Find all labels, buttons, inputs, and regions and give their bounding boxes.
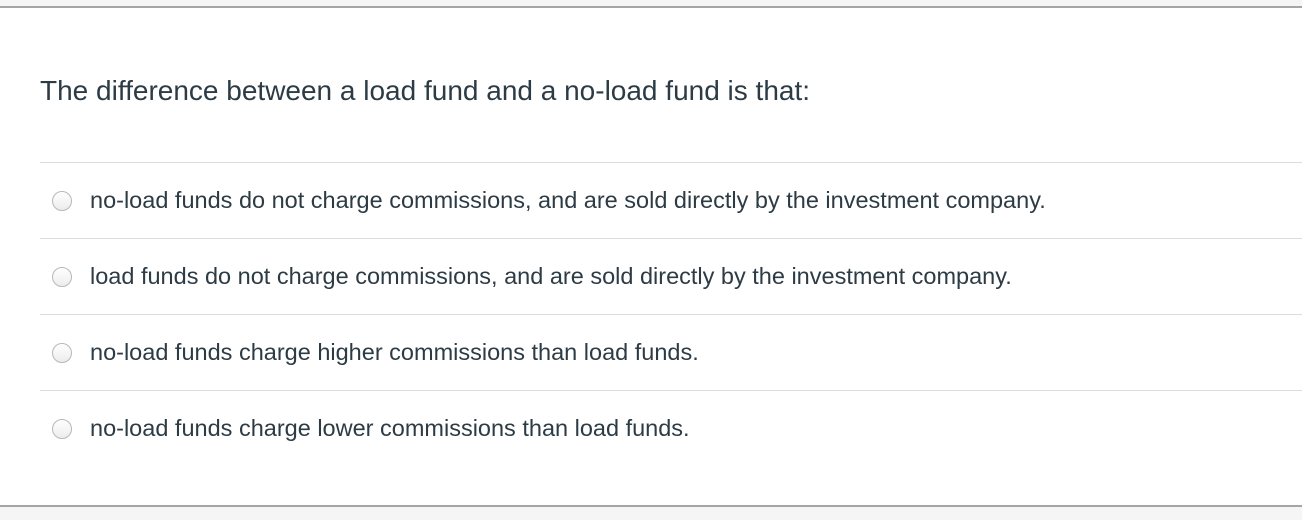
answer-label[interactable]: no-load funds do not charge commissions,… <box>90 187 1046 213</box>
radio-button[interactable] <box>52 266 72 287</box>
answer-option[interactable]: load funds do not charge commissions, an… <box>40 238 1302 314</box>
answer-option[interactable]: no-load funds do not charge commissions,… <box>40 162 1302 238</box>
answer-label[interactable]: no-load funds charge lower commissions t… <box>90 415 690 441</box>
answer-label[interactable]: no-load funds charge higher commissions … <box>90 339 699 365</box>
answer-label[interactable]: load funds do not charge commissions, an… <box>90 263 1012 289</box>
question-text: The difference between a load fund and a… <box>40 75 811 106</box>
radio-button[interactable] <box>52 342 72 363</box>
answer-option[interactable]: no-load funds charge lower commissions t… <box>40 390 1302 466</box>
radio-button[interactable] <box>52 418 72 439</box>
radio-button[interactable] <box>52 190 72 211</box>
top-divider <box>0 0 1302 8</box>
answer-list: no-load funds do not charge commissions,… <box>40 162 1302 466</box>
bottom-divider <box>0 505 1302 520</box>
answer-option[interactable]: no-load funds charge higher commissions … <box>40 314 1302 390</box>
